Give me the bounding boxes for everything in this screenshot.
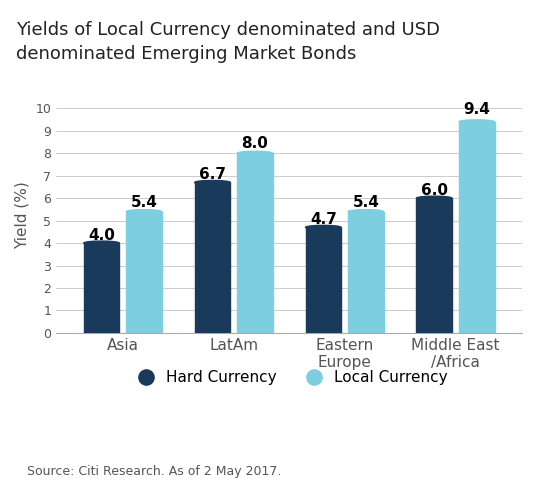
Bar xyxy=(195,183,230,333)
Ellipse shape xyxy=(84,241,119,245)
Text: 4.0: 4.0 xyxy=(88,227,115,242)
Ellipse shape xyxy=(195,181,230,185)
Text: Yields of Local Currency denominated and USD
denominated Emerging Market Bonds: Yields of Local Currency denominated and… xyxy=(16,21,440,63)
Y-axis label: Yield (%): Yield (%) xyxy=(15,181,30,249)
Ellipse shape xyxy=(348,210,383,213)
Text: 6.7: 6.7 xyxy=(199,167,226,182)
Bar xyxy=(459,122,495,333)
Text: 5.4: 5.4 xyxy=(352,195,379,210)
Bar xyxy=(237,153,273,333)
Ellipse shape xyxy=(306,226,341,229)
Ellipse shape xyxy=(459,120,495,124)
Bar xyxy=(348,212,383,333)
Text: 9.4: 9.4 xyxy=(463,102,490,117)
Bar xyxy=(126,212,162,333)
Text: 4.7: 4.7 xyxy=(310,212,337,227)
Ellipse shape xyxy=(237,151,273,155)
Text: 5.4: 5.4 xyxy=(130,195,157,210)
Ellipse shape xyxy=(416,196,452,200)
Legend: Hard Currency, Local Currency: Hard Currency, Local Currency xyxy=(124,364,454,391)
Text: 6.0: 6.0 xyxy=(420,183,448,198)
Text: 8.0: 8.0 xyxy=(242,136,268,151)
Text: Source: Citi Research. As of 2 May 2017.: Source: Citi Research. As of 2 May 2017. xyxy=(27,465,281,478)
Ellipse shape xyxy=(126,210,162,213)
Bar xyxy=(416,198,452,333)
Bar xyxy=(84,243,119,333)
Bar xyxy=(306,227,341,333)
